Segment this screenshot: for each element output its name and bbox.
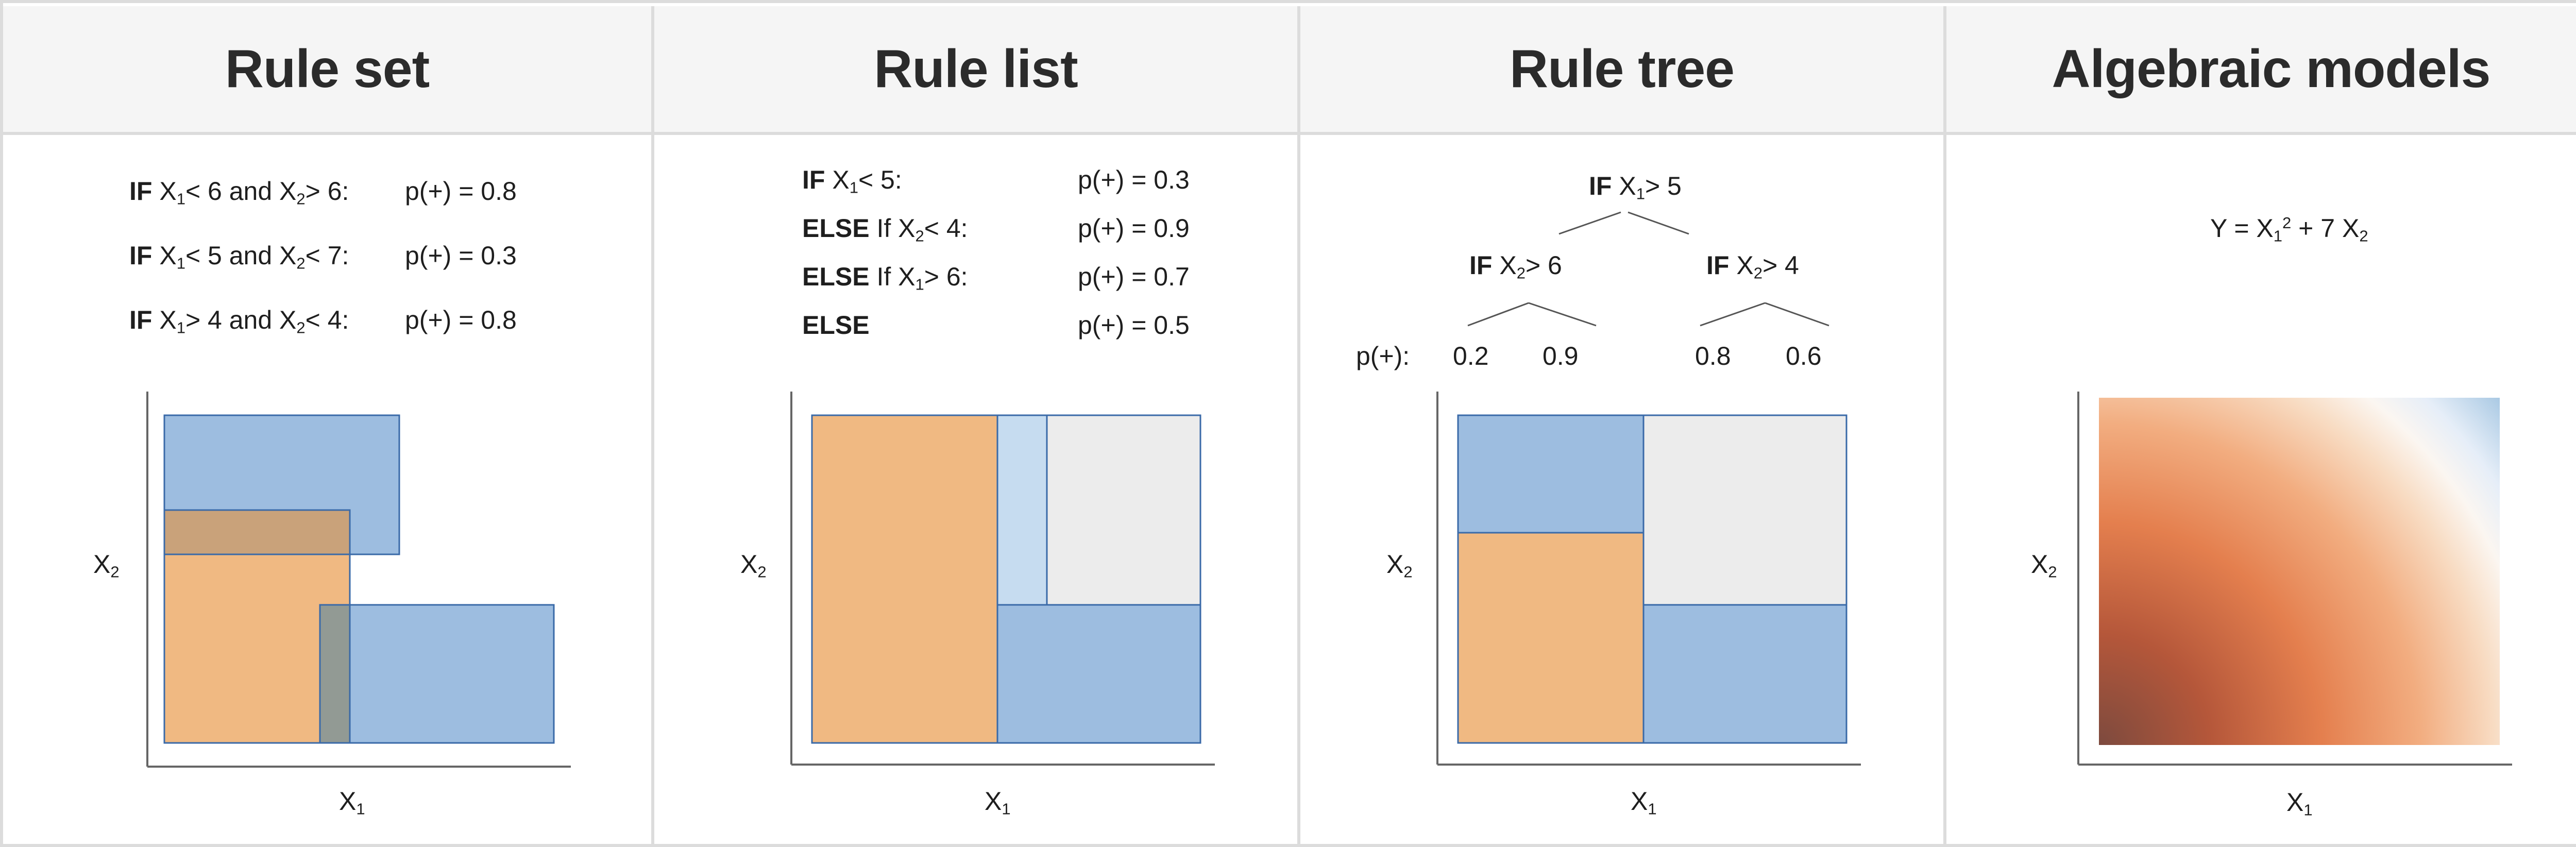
- panel-rule-set: Rule set IF X1< 6 and X2> 6: p(+) = 0.8 …: [3, 6, 651, 847]
- rule-condition: X1> 4 and X2< 4:: [152, 306, 349, 337]
- rule-keyword: IF: [1589, 172, 1612, 200]
- tree-edge: [1700, 302, 1766, 327]
- region-right-top: [1642, 414, 1848, 606]
- panel-algebraic-models: Algebraic models Y = X12 + 7 X2: [1943, 6, 2576, 847]
- rule-keyword: IF: [802, 165, 825, 194]
- panel-body: IF X1> 5 IF X2> 6 IF X2> 4 p(+): 0.2 0.9…: [1300, 135, 1943, 847]
- rule-keyword: ELSE: [802, 311, 870, 340]
- y-axis-label: X2: [1386, 550, 1413, 581]
- algebraic-heatmap-plot: [2077, 392, 2512, 766]
- leaf-value: 0.8: [1695, 342, 1731, 370]
- rule-condition: X1> 5: [1612, 172, 1682, 203]
- rule-condition: X2> 4: [1729, 251, 1799, 282]
- region-else-if-2: [996, 604, 1201, 744]
- region-right-bottom: [1642, 604, 1848, 744]
- rule-condition: X1< 6 and X2> 6:: [152, 177, 349, 208]
- region-else: [1046, 414, 1201, 606]
- rule-4-prob: p(+) = 0.5: [1078, 311, 1190, 340]
- tree-node-left: IF X2> 6: [1469, 251, 1562, 282]
- rule-3-prob: p(+) = 0.7: [1078, 262, 1190, 291]
- panel-body: IF X1< 6 and X2> 6: p(+) = 0.8 IF X1< 5 …: [3, 135, 651, 847]
- leaf-label: p(+):: [1356, 342, 1410, 370]
- rule-keyword: IF: [1706, 251, 1730, 280]
- rule-keyword: IF: [129, 177, 152, 206]
- rule-list-plot: [790, 392, 1215, 766]
- rule-2: ELSE If X2< 4:: [802, 214, 968, 245]
- rule-1-prob: p(+) = 0.8: [405, 177, 517, 206]
- panel-body: IF X1< 5: p(+) = 0.3 ELSE If X2< 4: p(+)…: [654, 135, 1297, 847]
- tree-edge: [1528, 302, 1597, 327]
- panel-header: Rule list: [654, 6, 1297, 135]
- tree-edge: [1765, 302, 1829, 327]
- x-axis-label: X1: [339, 787, 365, 818]
- rule-3-prob: p(+) = 0.8: [405, 306, 517, 334]
- region-if: [811, 414, 998, 744]
- panel-title: Algebraic models: [2052, 39, 2491, 99]
- region-else-if-3: [996, 414, 1048, 606]
- rule-condition: If X1> 6:: [869, 262, 968, 294]
- leaf-value: 0.6: [1786, 342, 1822, 370]
- panel-title: Rule list: [874, 39, 1078, 99]
- panel-header: Algebraic models: [1946, 6, 2576, 135]
- region-rule-3: [319, 604, 555, 744]
- rule-keyword: IF: [129, 241, 152, 270]
- rule-set-plot: [146, 392, 571, 768]
- tree-node-right: IF X2> 4: [1706, 251, 1799, 282]
- tree-edge: [1467, 302, 1529, 327]
- leaf-value: 0.2: [1453, 342, 1489, 370]
- y-axis-label: X2: [740, 550, 767, 581]
- rule-2-prob: p(+) = 0.3: [405, 241, 517, 270]
- formula: Y = X12 + 7 X2: [2210, 213, 2368, 245]
- x-axis-label: X1: [2286, 788, 2313, 819]
- panel-title: Rule tree: [1509, 39, 1735, 99]
- region-left-bottom: [1457, 532, 1645, 744]
- y-axis-label: X2: [2031, 550, 2057, 581]
- region-overlap-2-3: [319, 604, 351, 744]
- rule-condition: X1< 5:: [825, 165, 902, 197]
- heatmap-field: [2099, 398, 2500, 745]
- rule-2: IF X1< 5 and X2< 7:: [129, 241, 349, 273]
- rule-keyword: IF: [1469, 251, 1493, 280]
- rule-keyword: IF: [129, 306, 152, 334]
- panel-title: Rule set: [225, 39, 430, 99]
- region-overlap-1-2: [163, 509, 351, 555]
- rule-1-prob: p(+) = 0.3: [1078, 165, 1190, 194]
- panel-header: Rule tree: [1300, 6, 1943, 135]
- panel-body: Y = X12 + 7 X2: [1946, 135, 2576, 847]
- y-axis-label: X2: [93, 550, 120, 581]
- rule-condition: X1< 5 and X2< 7:: [152, 241, 349, 273]
- tree-edge: [1628, 211, 1689, 235]
- panel-header: Rule set: [3, 6, 651, 135]
- region-left-top: [1457, 414, 1645, 534]
- x-axis-label: X1: [985, 787, 1011, 818]
- rule-tree-plot: [1436, 211, 1861, 766]
- rule-keyword: ELSE: [802, 262, 870, 291]
- rule-1: IF X1< 5:: [802, 165, 902, 197]
- panel-rule-tree: Rule tree IF X1> 5 IF X2> 6 IF X2> 4 p(+…: [1297, 6, 1943, 847]
- rule-1: IF X1< 6 and X2> 6:: [129, 177, 349, 208]
- rule-4: ELSE: [802, 312, 870, 338]
- rule-condition: If X2< 4:: [869, 214, 968, 245]
- tree-edge: [1558, 211, 1621, 235]
- leaf-value: 0.9: [1543, 342, 1579, 370]
- rule-3: ELSE If X1> 6:: [802, 262, 968, 294]
- rule-condition: X2> 6: [1492, 251, 1562, 282]
- rule-2-prob: p(+) = 0.9: [1078, 214, 1190, 243]
- rule-3: IF X1> 4 and X2< 4:: [129, 306, 349, 337]
- x-axis-label: X1: [1631, 787, 1657, 818]
- rule-keyword: ELSE: [802, 214, 870, 243]
- tree-root: IF X1> 5: [1589, 172, 1682, 203]
- panel-rule-list: Rule list IF X1< 5: p(+) = 0.3 ELSE If X…: [651, 6, 1297, 847]
